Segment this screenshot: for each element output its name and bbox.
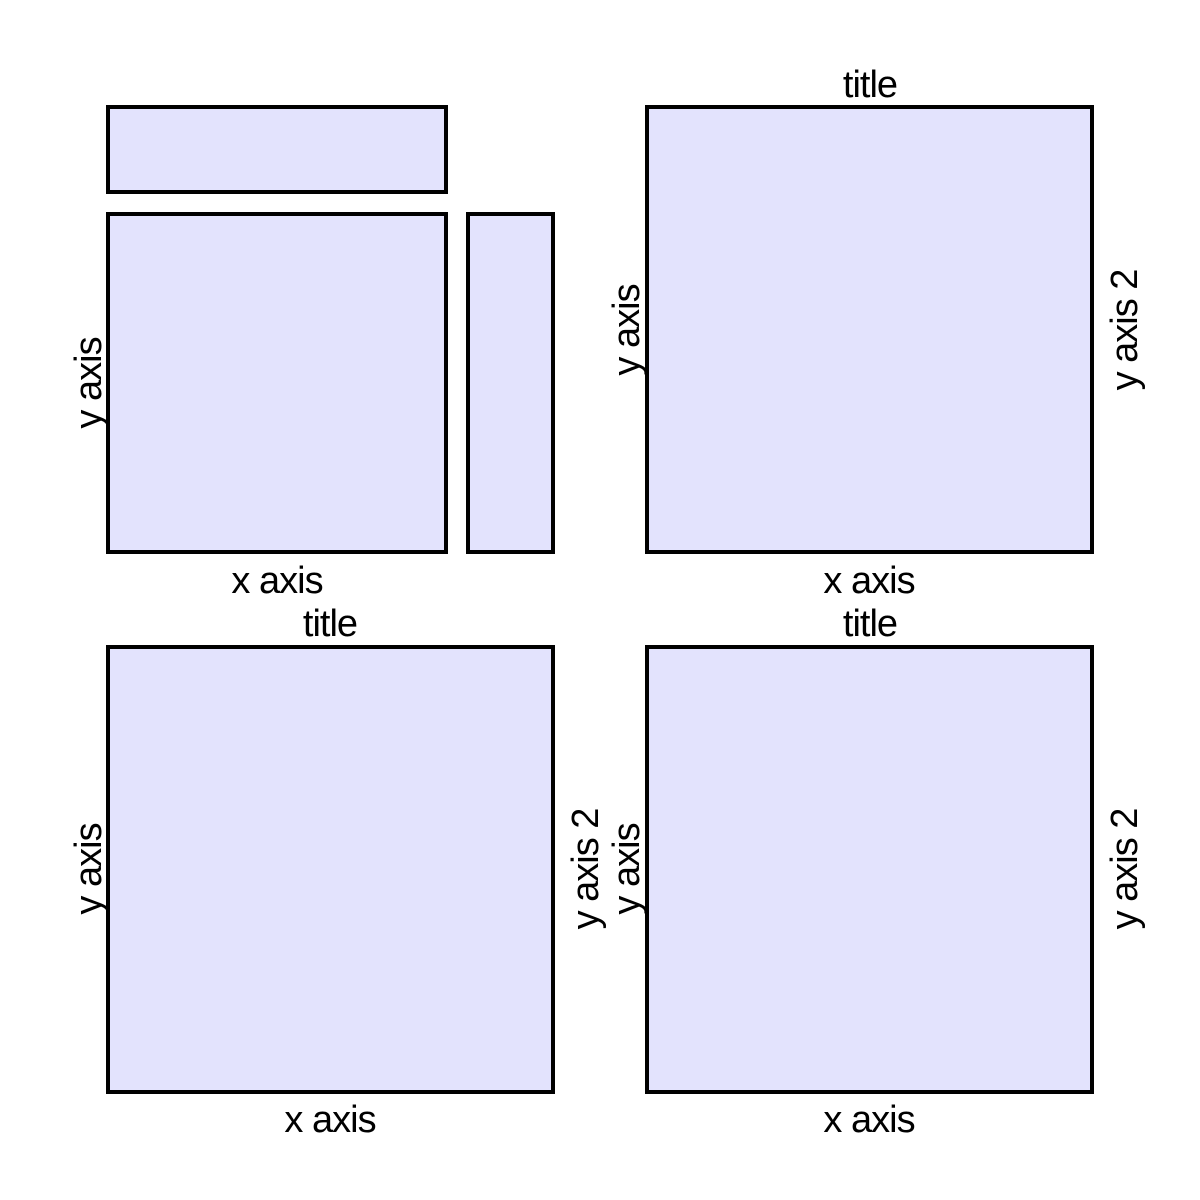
- y-axis-label-bottom-right: y axis: [606, 823, 648, 915]
- x-axis-label-bottom-left: x axis: [284, 1099, 376, 1141]
- title-bottom-left: title: [302, 603, 358, 645]
- main-box-top-right: [645, 105, 1094, 554]
- x-axis-label-bottom-right: x axis: [823, 1099, 915, 1141]
- top-margin-box: [106, 105, 448, 194]
- y-axis-label-top-right: y axis: [606, 284, 648, 376]
- main-box-bottom-right: [645, 645, 1094, 1094]
- main-box-top-left: [106, 212, 448, 554]
- main-box-bottom-left: [106, 645, 555, 1094]
- y-axis-2-label-bottom-left: y axis 2: [565, 808, 607, 930]
- x-axis-label-top-right: x axis: [823, 560, 915, 602]
- y-axis-label-bottom-left: y axis: [68, 823, 110, 915]
- y-axis-2-label-bottom-right: y axis 2: [1104, 808, 1146, 930]
- right-margin-box: [466, 212, 555, 554]
- title-top-right: title: [842, 64, 898, 106]
- y-axis-label-top-left: y axis: [68, 337, 110, 429]
- y-axis-2-label-top-right: y axis 2: [1104, 269, 1146, 391]
- x-axis-label-top-left: x axis: [231, 560, 323, 602]
- title-bottom-right: title: [842, 603, 898, 645]
